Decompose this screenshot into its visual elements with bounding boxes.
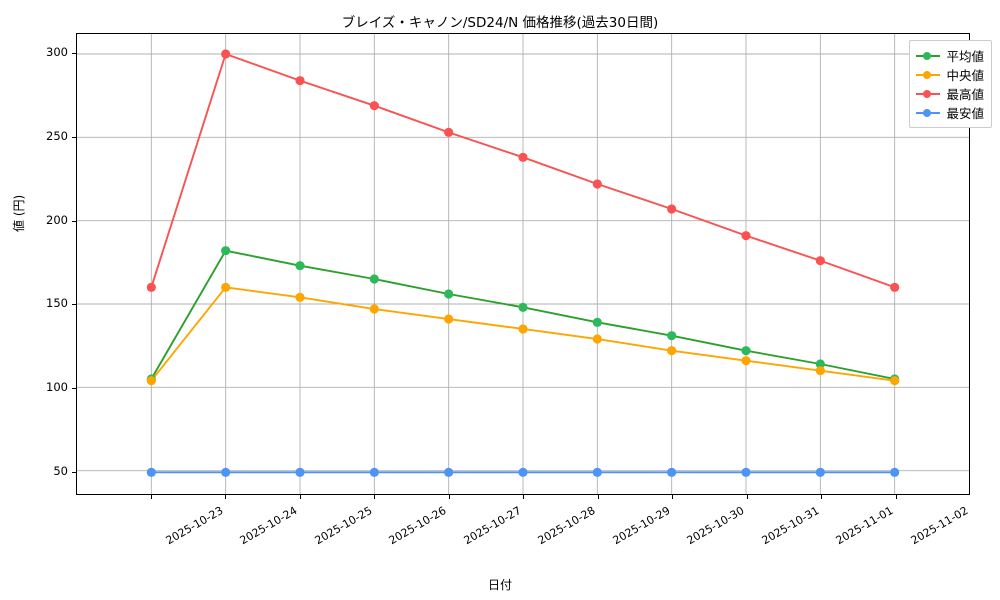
series-point-0-6 — [592, 317, 602, 327]
series-point-3-9 — [815, 467, 825, 477]
data-series-layer — [146, 49, 900, 477]
series-point-3-8 — [741, 467, 751, 477]
series-point-3-0 — [146, 467, 156, 477]
series-point-0-5 — [518, 302, 528, 312]
y-tick-label: 200 — [46, 212, 68, 227]
series-point-0-7 — [667, 331, 677, 341]
x-tick-mark — [374, 495, 375, 499]
y-tick-label: 300 — [46, 45, 68, 60]
x-tick-label: 2025-11-01 — [833, 504, 896, 548]
y-tick-mark — [72, 220, 76, 222]
series-point-1-4 — [444, 314, 454, 324]
x-tick-mark — [746, 495, 748, 499]
x-tick-label: 2025-10-27 — [461, 504, 523, 548]
x-tick-mark — [672, 495, 673, 499]
series-point-0-3 — [369, 274, 379, 284]
y-tick-label: 150 — [46, 296, 68, 311]
series-point-2-0 — [146, 282, 156, 292]
legend-swatch-icon — [916, 107, 941, 119]
series-point-2-7 — [667, 204, 677, 214]
y-tick-mark — [72, 304, 76, 306]
series-point-1-2 — [295, 292, 305, 302]
plot-area — [76, 33, 970, 495]
chart-title: ブレイズ・キャノン/SD24/N 価格推移(過去30日間) — [341, 15, 659, 31]
series-point-1-10 — [890, 376, 900, 386]
y-tick-mark — [72, 471, 76, 473]
legend-item-3[interactable]: 最安値 — [916, 103, 984, 122]
y-tick-label: 50 — [53, 463, 68, 478]
x-tick-mark — [299, 495, 301, 499]
x-tick-label: 2025-10-25 — [312, 504, 374, 548]
series-point-1-5 — [518, 324, 528, 334]
series-point-2-2 — [295, 76, 305, 86]
series-point-2-1 — [221, 49, 231, 59]
y-tick-label: 100 — [46, 379, 68, 394]
x-tick-mark — [821, 495, 822, 499]
series-line-2 — [150, 53, 896, 289]
series-point-3-10 — [890, 467, 900, 477]
series-point-1-7 — [667, 346, 677, 356]
series-point-1-3 — [369, 304, 379, 314]
legend-item-label: 最高値 — [946, 87, 984, 102]
series-point-3-7 — [667, 467, 677, 477]
series-point-2-5 — [518, 152, 528, 162]
x-tick-mark — [597, 495, 599, 499]
x-tick-label: 2025-10-31 — [759, 504, 821, 548]
y-axis-label: 値 (円) — [12, 194, 26, 232]
x-tick-mark — [225, 495, 226, 499]
series-point-3-5 — [518, 467, 528, 477]
series-point-1-0 — [146, 376, 156, 386]
series-point-0-2 — [295, 261, 305, 271]
series-point-0-8 — [741, 346, 751, 356]
y-tick-mark — [72, 53, 76, 55]
x-tick-label: 2025-10-30 — [684, 504, 747, 548]
series-point-3-3 — [369, 467, 379, 477]
legend-item-0[interactable]: 平均値 — [916, 46, 984, 65]
x-tick-label: 2025-10-23 — [163, 504, 225, 548]
series-point-2-9 — [815, 256, 825, 266]
x-tick-label: 2025-10-26 — [386, 504, 449, 548]
series-point-2-3 — [369, 101, 379, 111]
series-point-0-4 — [444, 289, 454, 299]
legend-swatch-icon — [916, 69, 941, 81]
chart-legend: 平均値 中央値 最高値 最安値 — [909, 40, 992, 128]
x-tick-mark — [895, 495, 897, 499]
x-tick-mark — [150, 495, 152, 499]
series-point-1-6 — [592, 334, 602, 344]
y-tick-mark — [72, 136, 76, 138]
series-point-0-1 — [221, 246, 231, 256]
legend-item-2[interactable]: 最高値 — [916, 84, 984, 103]
series-point-2-10 — [890, 282, 900, 292]
series-line-1 — [150, 286, 896, 382]
x-tick-label: 2025-10-28 — [535, 504, 598, 548]
legend-item-label: 平均値 — [946, 49, 984, 64]
series-point-1-9 — [815, 366, 825, 376]
x-axis-label: 日付 — [487, 578, 512, 592]
x-tick-mark — [523, 495, 524, 499]
y-tick-label: 250 — [46, 128, 68, 143]
series-point-1-8 — [741, 356, 751, 366]
series-point-3-4 — [444, 467, 454, 477]
x-tick-label: 2025-10-24 — [237, 504, 300, 548]
series-point-3-1 — [221, 467, 231, 477]
legend-swatch-icon — [916, 88, 941, 100]
series-point-0-9 — [815, 359, 825, 369]
series-line-0 — [150, 249, 896, 380]
x-tick-label: 2025-10-29 — [610, 504, 672, 548]
x-tick-mark — [448, 495, 450, 499]
legend-item-label: 最安値 — [946, 106, 984, 121]
series-point-2-8 — [741, 231, 751, 241]
legend-item-label: 中央値 — [946, 68, 984, 83]
series-point-1-1 — [221, 282, 231, 292]
series-point-2-6 — [592, 179, 602, 189]
legend-item-1[interactable]: 中央値 — [916, 65, 984, 84]
y-tick-mark — [72, 387, 76, 389]
series-point-3-2 — [295, 467, 305, 477]
series-point-2-4 — [444, 127, 454, 137]
series-point-3-6 — [592, 467, 602, 477]
legend-swatch-icon — [916, 50, 941, 62]
x-tick-label: 2025-11-02 — [908, 504, 970, 548]
